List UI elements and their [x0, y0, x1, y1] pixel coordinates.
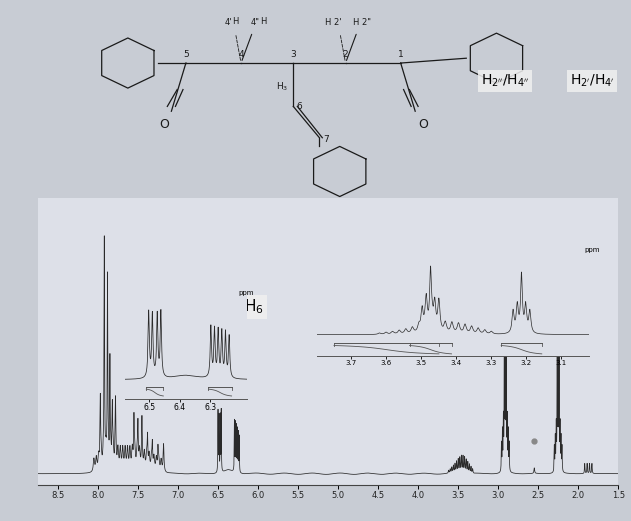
- Text: H 2': H 2': [324, 18, 341, 28]
- Text: 5: 5: [183, 50, 189, 59]
- Text: $\mathrm{H_7}$: $\mathrm{H_7}$: [206, 297, 225, 316]
- Text: 4': 4': [225, 18, 232, 28]
- Text: $\mathrm{H_{2^{\prime}}/H_{4^{\prime}}}$: $\mathrm{H_{2^{\prime}}/H_{4^{\prime}}}$: [570, 73, 615, 89]
- Text: 2: 2: [343, 50, 348, 59]
- Text: 3: 3: [290, 50, 296, 59]
- Text: O: O: [418, 118, 428, 131]
- Text: 1: 1: [398, 50, 404, 59]
- Text: 4: 4: [239, 50, 244, 59]
- Text: $\mathrm{H_3}$: $\mathrm{H_3}$: [442, 270, 462, 289]
- Text: 7: 7: [324, 134, 329, 144]
- Text: $\mathrm{H_3}$: $\mathrm{H_3}$: [276, 81, 288, 93]
- Text: O: O: [159, 118, 168, 131]
- Text: 4": 4": [251, 18, 260, 28]
- Text: 6: 6: [296, 102, 302, 111]
- Text: $\mathrm{H_{2^{\prime\prime}}/H_{4^{\prime\prime}}}$: $\mathrm{H_{2^{\prime\prime}}/H_{4^{\pri…: [481, 73, 529, 89]
- Text: H 2": H 2": [353, 18, 371, 28]
- Text: H: H: [260, 17, 266, 26]
- Text: $\mathrm{H_6}$: $\mathrm{H_6}$: [244, 297, 264, 316]
- Text: H: H: [232, 17, 239, 26]
